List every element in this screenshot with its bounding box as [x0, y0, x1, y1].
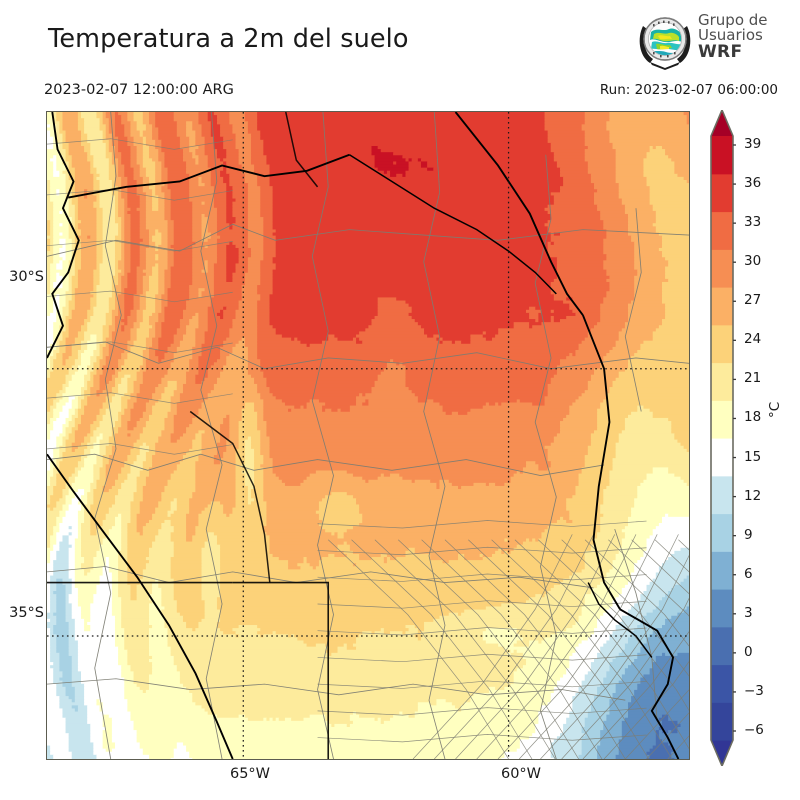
colorbar-tick-label: 12	[744, 487, 762, 504]
colorbar-tick-label: 36	[744, 175, 762, 192]
colorbar-tick-label: 33	[744, 214, 762, 231]
wrf-user-group-logo: Grupo de Usuarios WRF	[636, 11, 796, 73]
temperature-map[interactable]	[46, 111, 690, 760]
colorbar-tick-label: 0	[744, 643, 753, 660]
colorbar-tick-label: 24	[744, 331, 762, 348]
map-raster	[47, 112, 689, 759]
colorbar-gradient	[710, 110, 736, 766]
valid-datetime-label: 2023-02-07 12:00:00 ARG	[44, 82, 234, 98]
colorbar-tick-label: 9	[744, 526, 753, 543]
logo-text-block: Grupo de Usuarios WRF	[698, 11, 768, 62]
logo-line-2: Usuarios	[698, 26, 763, 45]
colorbar-tick-label: 39	[744, 136, 762, 152]
model-run-label: Run: 2023-02-07 06:00:00	[599, 82, 778, 98]
colorbar-tick-label: −6	[744, 722, 764, 738]
colorbar-unit-label: °C	[767, 401, 783, 418]
axis-label-lat-35s: 35°S	[9, 605, 44, 621]
colorbar-tick-label: 27	[744, 292, 762, 309]
logo-line-1: Grupo de	[698, 11, 768, 29]
colorbar-tick-label: 21	[744, 370, 762, 387]
logo-line-3: WRF	[698, 41, 743, 62]
colorbar-tick-label: 30	[744, 253, 762, 270]
axis-label-lat-30s: 30°S	[9, 269, 44, 285]
colorbar-tick-label: 6	[744, 565, 753, 582]
colorbar-tick-label: 15	[744, 448, 762, 465]
globe-seal-icon	[636, 12, 694, 70]
page-title: Temperatura a 2m del suelo	[48, 24, 409, 54]
axis-label-lon-65w: 65°W	[229, 766, 271, 782]
colorbar[interactable]	[708, 110, 736, 766]
colorbar-tick-label: −3	[744, 682, 764, 699]
axis-label-lon-60w: 60°W	[500, 766, 542, 782]
colorbar-tick-label: 3	[744, 604, 753, 621]
colorbar-tick-label: 18	[744, 409, 762, 426]
